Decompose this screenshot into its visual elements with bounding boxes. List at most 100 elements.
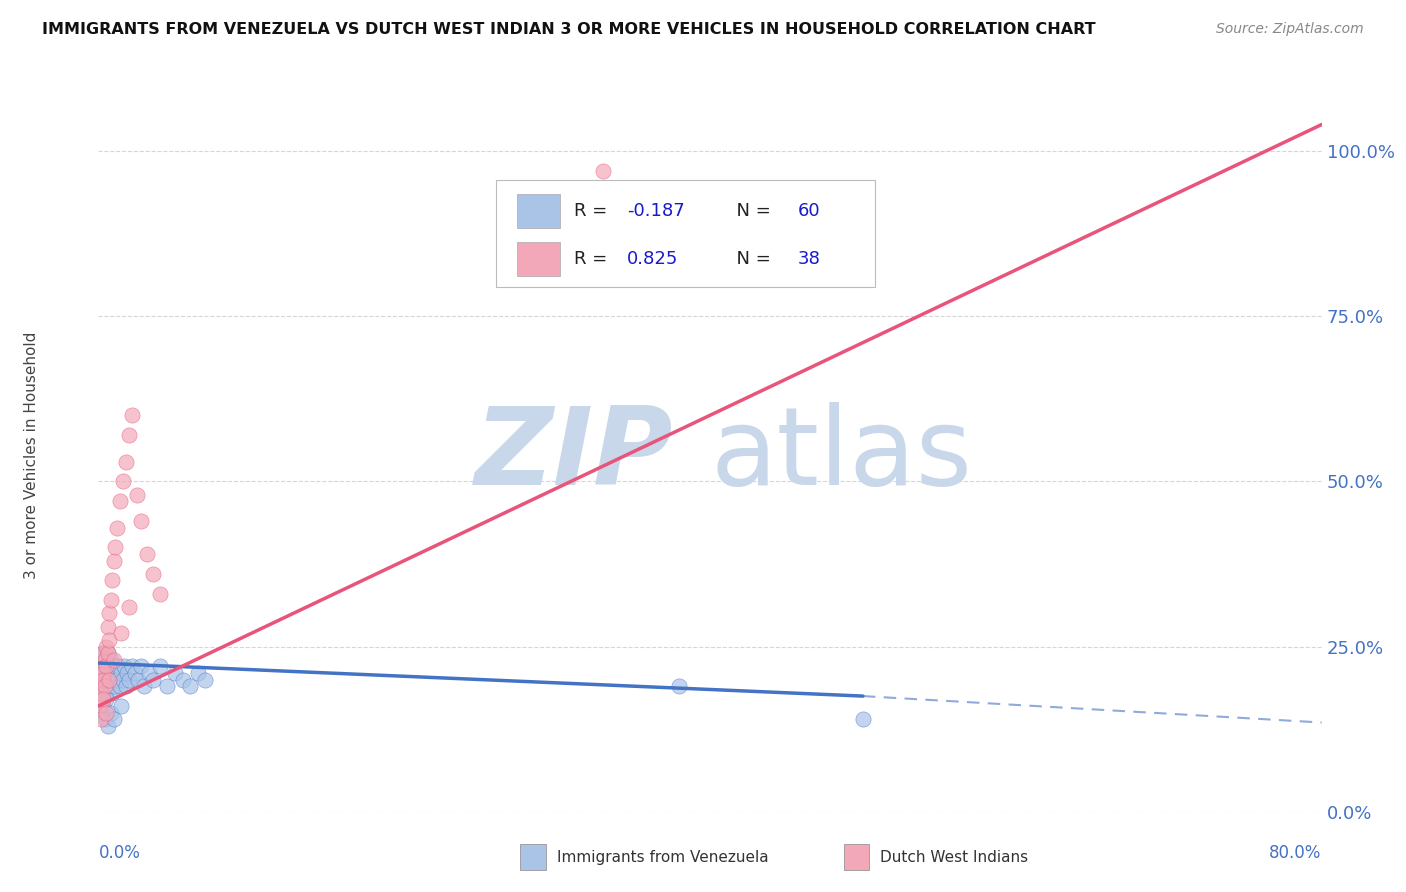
Point <box>89 698 111 713</box>
FancyBboxPatch shape <box>496 180 875 287</box>
Point <box>103 712 125 726</box>
Point <box>91 673 114 687</box>
Point <box>100 706 122 720</box>
Point <box>91 673 114 687</box>
Point <box>97 620 120 634</box>
Point <box>108 679 131 693</box>
Point <box>93 653 115 667</box>
Point <box>103 679 125 693</box>
Point <box>110 665 132 680</box>
Text: Source: ZipAtlas.com: Source: ZipAtlas.com <box>1216 22 1364 37</box>
Point <box>121 659 143 673</box>
Point <box>100 665 122 680</box>
Point <box>138 665 160 680</box>
Text: R =: R = <box>574 250 613 268</box>
Text: R =: R = <box>574 202 613 219</box>
Point <box>118 428 141 442</box>
Point <box>163 665 186 680</box>
Point <box>94 673 117 687</box>
Point <box>90 706 112 720</box>
Point <box>91 646 114 660</box>
Point <box>91 646 114 660</box>
Point <box>194 673 217 687</box>
Point <box>142 673 165 687</box>
Text: N =: N = <box>724 250 776 268</box>
Point <box>93 712 115 726</box>
Point <box>105 520 128 534</box>
Point <box>124 665 146 680</box>
Point <box>93 665 115 680</box>
Point <box>98 659 121 673</box>
Text: N =: N = <box>724 202 776 219</box>
Text: 0.0%: 0.0% <box>98 844 141 862</box>
Point <box>121 409 143 423</box>
Point <box>115 454 138 468</box>
Point <box>136 547 159 561</box>
Point <box>90 673 112 687</box>
Point <box>172 673 194 687</box>
Point <box>105 673 128 687</box>
Point <box>107 659 129 673</box>
Point <box>112 659 135 673</box>
Point <box>103 653 125 667</box>
Point <box>97 719 120 733</box>
Point <box>98 673 121 687</box>
Point <box>156 679 179 693</box>
Point <box>97 679 120 693</box>
Point <box>94 706 117 720</box>
FancyBboxPatch shape <box>517 194 560 228</box>
Point <box>134 679 156 693</box>
Point <box>98 673 121 687</box>
Point <box>852 712 875 726</box>
Point <box>91 686 114 700</box>
Text: 80.0%: 80.0% <box>1270 844 1322 862</box>
Point <box>129 514 152 528</box>
Point <box>108 494 131 508</box>
Point <box>89 679 111 693</box>
Text: -0.187: -0.187 <box>627 202 685 219</box>
Text: 3 or more Vehicles in Household: 3 or more Vehicles in Household <box>24 331 38 579</box>
Point <box>101 673 124 687</box>
Point <box>179 679 201 693</box>
Point <box>115 679 138 693</box>
Point <box>101 574 124 588</box>
Point <box>117 665 139 680</box>
Point <box>93 679 115 693</box>
Point <box>97 665 120 680</box>
Point <box>149 659 172 673</box>
Point <box>97 646 120 660</box>
Point <box>187 665 209 680</box>
Point <box>100 593 122 607</box>
Point <box>91 698 114 713</box>
Point <box>101 686 124 700</box>
Text: Dutch West Indians: Dutch West Indians <box>880 849 1028 864</box>
Text: 60: 60 <box>799 202 821 219</box>
Point <box>91 692 114 706</box>
Point <box>90 653 112 667</box>
Point <box>110 626 132 640</box>
Point <box>98 632 121 647</box>
Point <box>103 554 125 568</box>
Point <box>111 673 134 687</box>
Point <box>94 659 117 673</box>
Text: 38: 38 <box>799 250 821 268</box>
Point <box>89 659 111 673</box>
Point <box>90 659 112 673</box>
Point <box>91 665 114 680</box>
Text: ZIP: ZIP <box>475 402 673 508</box>
Point <box>93 679 115 693</box>
Point <box>94 659 117 673</box>
Point <box>129 659 152 673</box>
Text: 0.825: 0.825 <box>627 250 678 268</box>
Point <box>91 659 114 673</box>
Point <box>111 475 134 489</box>
Point <box>149 587 172 601</box>
Point <box>100 653 122 667</box>
Point <box>103 659 125 673</box>
Point <box>94 640 117 654</box>
Point <box>118 599 141 614</box>
Point <box>104 665 127 680</box>
Text: Immigrants from Venezuela: Immigrants from Venezuela <box>557 849 769 864</box>
FancyBboxPatch shape <box>517 242 560 276</box>
Point <box>125 487 148 501</box>
